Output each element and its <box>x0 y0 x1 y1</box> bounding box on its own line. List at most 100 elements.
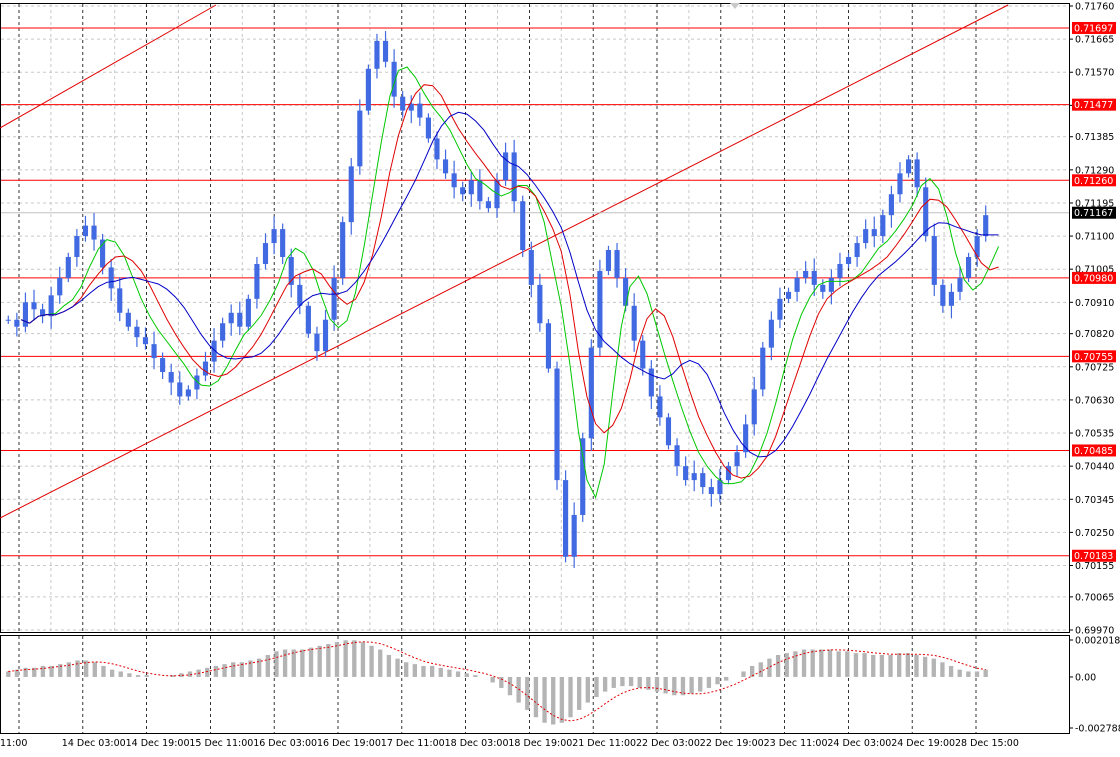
candle-body <box>948 291 954 306</box>
x-tick-label: 16 Dec 19:00 <box>317 738 381 749</box>
candle-body <box>331 277 337 320</box>
candle-body <box>811 270 817 285</box>
x-tick-label: 24 Dec 19:00 <box>891 738 955 749</box>
x-tick-label: 21 Dec 11:00 <box>572 738 636 749</box>
candle-body <box>185 389 191 397</box>
candle-body <box>74 236 80 257</box>
candle-body <box>202 361 209 376</box>
y-tick-label: 0.70065 <box>1075 592 1114 603</box>
y-tick-label: 0.70820 <box>1075 329 1114 340</box>
candle-body <box>434 138 440 160</box>
scroll-marker-icon[interactable] <box>730 3 740 9</box>
candle-body <box>597 270 603 348</box>
current-price-label: 0.71167 <box>1074 208 1113 219</box>
y-tick-label: 0.70535 <box>1075 429 1114 440</box>
candle-body <box>245 298 251 327</box>
candle-body <box>760 347 766 390</box>
candle-body <box>280 229 286 257</box>
candle-body <box>751 389 757 425</box>
candle-body <box>168 372 174 383</box>
candle-body <box>297 284 303 306</box>
level-tag-label: 0.70485 <box>1074 446 1113 457</box>
candle-body <box>931 236 937 285</box>
candle-body <box>365 68 371 111</box>
candle-body <box>5 319 11 321</box>
candle-body <box>82 225 89 237</box>
candle-body <box>40 309 46 317</box>
candle-body <box>768 319 774 348</box>
level-tag <box>1072 21 1116 34</box>
level-tag <box>1072 271 1116 284</box>
ma-mid-line <box>20 84 999 479</box>
candle-body <box>134 326 140 338</box>
candle-body <box>391 61 397 97</box>
candle-body <box>211 340 217 362</box>
hist-tick-label: -0.002788 <box>1075 724 1120 735</box>
candle-body <box>142 337 149 345</box>
level-tag-label: 0.71260 <box>1074 176 1113 187</box>
candle-body <box>382 40 389 62</box>
candle-body <box>485 201 491 209</box>
candle-body <box>828 277 834 292</box>
candle-body <box>160 358 166 373</box>
candle-body <box>537 284 543 324</box>
candle-body <box>743 424 749 453</box>
x-tick-label: 18 Dec 19:00 <box>508 738 572 749</box>
candle-body <box>803 270 809 278</box>
candle-body <box>683 466 689 481</box>
hist-tick-label: 0.00 <box>1075 672 1096 683</box>
candle-body <box>125 312 131 327</box>
candle-body <box>374 40 380 69</box>
candle-body <box>468 180 474 195</box>
candle-body <box>177 382 183 397</box>
candle-body <box>657 396 663 418</box>
candle-body <box>888 194 894 216</box>
candle-body <box>674 445 680 467</box>
signal-line <box>8 641 986 722</box>
y-tick-label: 0.71570 <box>1075 68 1114 79</box>
price-tags: 0.71697 0.71477 0.71260 0.70980 0.70755 0.704… <box>1072 21 1116 562</box>
y-tick-label: 0.71195 <box>1075 198 1114 209</box>
candle-body <box>314 333 320 352</box>
candle-body <box>108 267 114 289</box>
y-tick-label: 0.70630 <box>1075 395 1114 406</box>
candle-body <box>794 277 800 292</box>
x-tick-label: 24 Dec 03:00 <box>827 738 891 749</box>
candle-body <box>322 319 329 352</box>
candle-body <box>228 312 234 324</box>
candle-body <box>880 215 886 237</box>
x-tick-label: 16 Dec 03:00 <box>253 738 317 749</box>
candle-body <box>871 229 877 237</box>
candle-body <box>897 173 903 195</box>
main-plot-frame <box>0 3 1070 633</box>
x-tick-label: 22 Dec 19:00 <box>700 738 764 749</box>
level-tag-label: 0.71697 <box>1074 23 1113 34</box>
trendline-layer <box>0 4 1009 519</box>
candle-body <box>442 159 449 174</box>
candle-body <box>708 487 714 495</box>
candle-body <box>48 295 54 317</box>
oscillator-histogram <box>6 640 988 725</box>
candle-body <box>983 215 989 237</box>
candle-body <box>425 117 431 139</box>
candle-body <box>451 173 457 188</box>
candle-body <box>563 480 569 557</box>
candle-body <box>588 347 594 439</box>
candle-body <box>503 152 509 181</box>
candle-body <box>460 187 466 195</box>
grid-layer <box>1 4 1069 733</box>
candle-body <box>477 180 483 202</box>
candle-body <box>305 305 311 334</box>
candle-body <box>511 152 517 202</box>
level-tag-label: 0.70755 <box>1074 352 1113 363</box>
time-axis: 11:00 14 Dec 03:00 14 Dec 19:00 15 Dec 11:0… <box>0 738 1019 749</box>
candle-body <box>734 452 740 467</box>
price-axis: 0.717600.716650.715700.714750.713850.712… <box>1069 2 1120 735</box>
x-tick-label: 11:00 <box>0 738 27 749</box>
candle-body <box>14 319 20 327</box>
y-tick-label: 0.71290 <box>1075 165 1114 176</box>
candle-body <box>400 96 406 111</box>
candle-body <box>357 110 363 167</box>
y-tick-label: 0.70155 <box>1075 561 1114 572</box>
